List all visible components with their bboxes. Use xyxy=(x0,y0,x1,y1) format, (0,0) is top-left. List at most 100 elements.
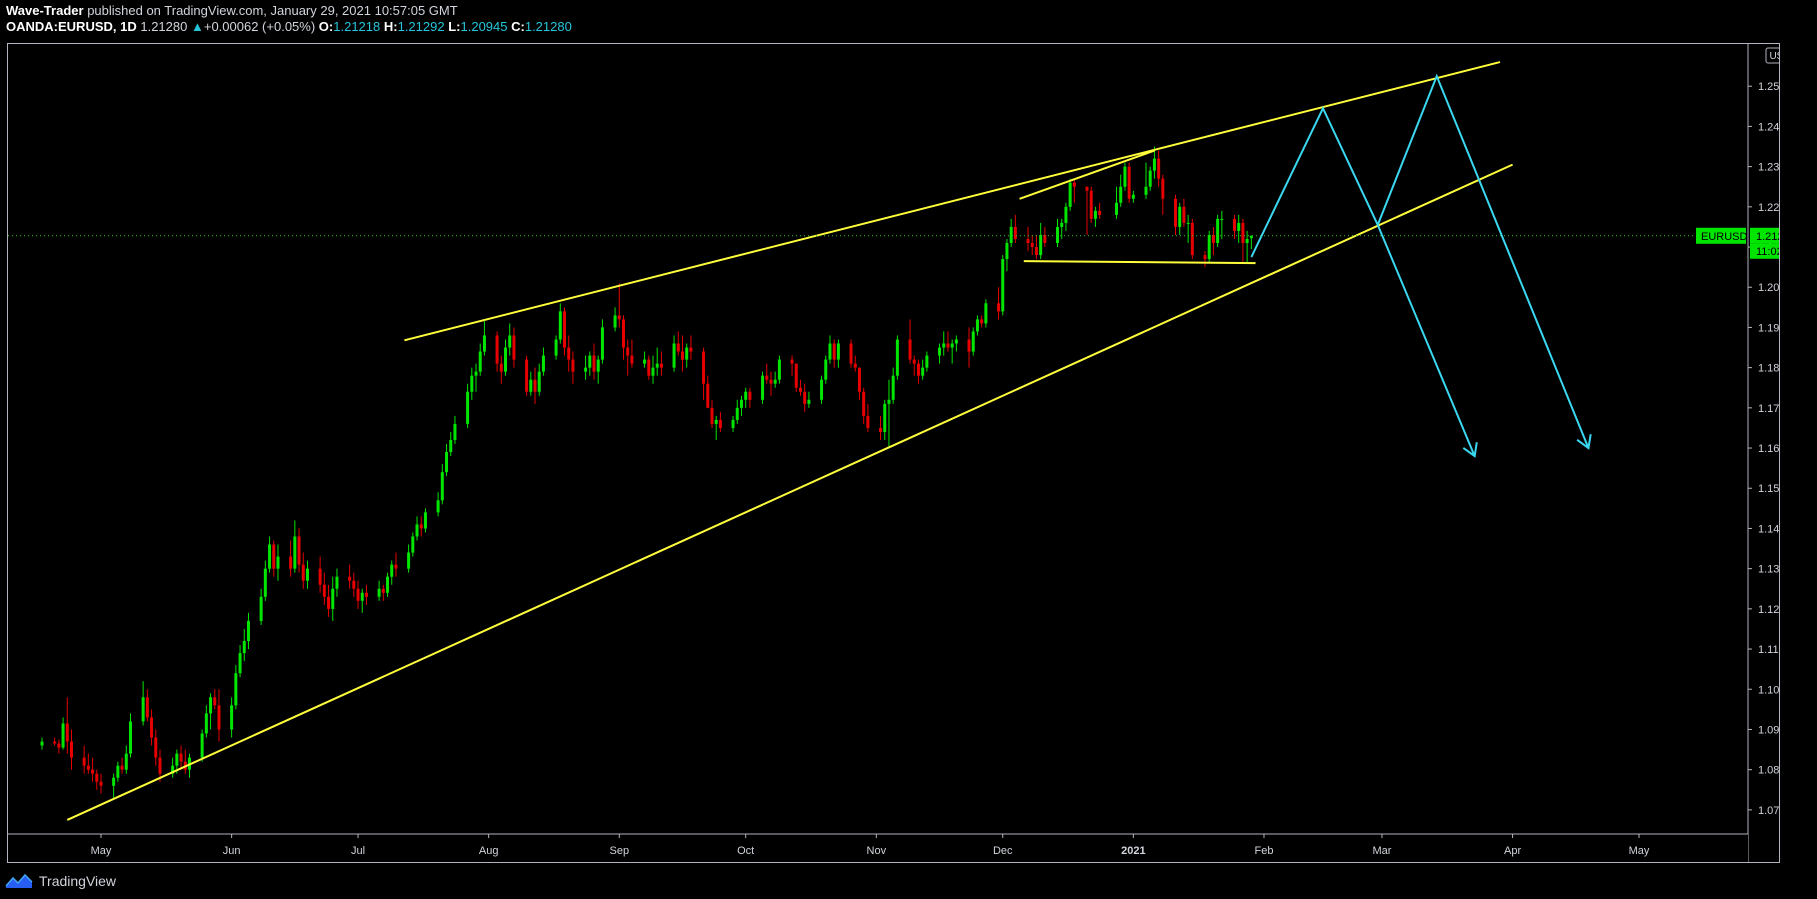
candle xyxy=(327,584,331,617)
candle xyxy=(1009,218,1013,248)
candle xyxy=(411,532,415,557)
candle xyxy=(718,411,722,432)
candle xyxy=(238,645,242,678)
candle xyxy=(710,399,714,428)
candle-body xyxy=(230,705,234,730)
price-tick-label: 1.15000 xyxy=(1758,483,1779,495)
price-axis: 1.07000 1.08000 1.09000 1.10000 1.11000 1.120… xyxy=(1747,44,1779,862)
candle xyxy=(466,383,470,428)
candle-body xyxy=(676,343,680,352)
time-tick-label: Dec xyxy=(993,845,1013,857)
candle-body xyxy=(217,705,221,730)
time-tick-label: Oct xyxy=(737,845,754,857)
candle xyxy=(217,689,221,742)
candle-body xyxy=(1190,222,1194,256)
candle xyxy=(1157,150,1161,187)
candle xyxy=(1060,218,1064,239)
candle-body xyxy=(655,363,659,368)
candle-body xyxy=(386,576,390,593)
candle xyxy=(499,355,503,384)
symbol-badge-label: EURUSD xyxy=(1701,231,1748,243)
candle xyxy=(596,355,600,384)
candle-body xyxy=(116,765,120,778)
candle xyxy=(1203,251,1207,268)
footer: TradingView xyxy=(5,871,116,891)
price-tick-label: 1.24000 xyxy=(1758,121,1779,133)
candle xyxy=(1123,162,1127,191)
candle xyxy=(588,351,592,376)
candle-body xyxy=(263,568,267,597)
candle xyxy=(672,335,676,372)
tradingview-brand[interactable]: TradingView xyxy=(39,873,117,889)
price-tick-label: 1.07000 xyxy=(1758,805,1779,817)
candle xyxy=(234,665,238,710)
candle-body xyxy=(769,379,773,384)
price-tick-label: 1.13000 xyxy=(1758,564,1779,576)
candle xyxy=(386,572,390,597)
candle-body xyxy=(529,379,533,392)
candle xyxy=(659,351,663,376)
candle-body xyxy=(1178,206,1182,227)
candle-body xyxy=(364,592,368,597)
candle-body xyxy=(571,359,575,372)
author-name[interactable]: Wave-Trader xyxy=(6,3,84,18)
candle xyxy=(836,339,840,368)
candle-body xyxy=(1043,234,1047,244)
price-tick-label: 1.19000 xyxy=(1758,322,1779,334)
candle xyxy=(735,399,739,424)
candle xyxy=(621,315,625,360)
candle xyxy=(971,327,975,356)
candle-body xyxy=(1123,166,1127,187)
time-tick-label: Sep xyxy=(609,845,629,857)
candle xyxy=(676,331,680,356)
candle xyxy=(731,415,735,432)
candle xyxy=(65,697,69,754)
candle-body xyxy=(807,399,811,404)
candle-body xyxy=(1220,218,1224,220)
candle xyxy=(1249,235,1253,250)
chart-frame[interactable]: EURUSD 1.07000 1.08000 1.09000 1.10000 1.1100… xyxy=(7,43,1780,863)
candle xyxy=(1098,202,1102,219)
candle-body xyxy=(293,536,297,569)
tradingview-logo-icon[interactable] xyxy=(5,873,33,889)
candle xyxy=(769,371,773,396)
upper-channel-line xyxy=(404,61,1501,342)
price-chart[interactable]: EURUSD 1.07000 1.08000 1.09000 1.10000 1.1100… xyxy=(8,44,1779,862)
time-axis-background xyxy=(8,834,1748,862)
candle-body xyxy=(1182,206,1186,223)
candle-body xyxy=(466,391,470,424)
candle-body xyxy=(820,379,824,400)
candle-body xyxy=(706,383,710,408)
candle-body xyxy=(1030,243,1034,248)
candle-body xyxy=(419,524,423,529)
candle-body xyxy=(967,339,971,352)
candle xyxy=(739,395,743,416)
chart-header: Wave-Trader published on TradingView.com… xyxy=(6,3,572,35)
candle-body xyxy=(86,765,90,770)
candle xyxy=(453,415,457,445)
candle xyxy=(407,544,411,573)
candle xyxy=(141,681,145,726)
candle-body xyxy=(453,423,457,441)
candle-body xyxy=(946,343,950,348)
candle xyxy=(567,335,571,372)
candles xyxy=(40,146,1253,798)
candle xyxy=(352,572,356,597)
candle-body xyxy=(1056,226,1060,244)
publish-line: Wave-Trader published on TradingView.com… xyxy=(6,3,572,19)
candle xyxy=(630,339,634,368)
candle xyxy=(124,745,128,774)
candle-body xyxy=(1216,218,1220,244)
candle xyxy=(1115,186,1119,219)
candle-body xyxy=(322,584,326,597)
candle xyxy=(853,355,857,372)
candle xyxy=(356,580,360,609)
candle xyxy=(322,572,326,605)
candle-body xyxy=(1060,222,1064,227)
candle-body xyxy=(276,556,280,569)
candle-body xyxy=(495,335,499,364)
candle xyxy=(272,540,276,577)
candle xyxy=(895,335,899,380)
candle-body xyxy=(912,359,916,364)
candle xyxy=(86,753,90,774)
